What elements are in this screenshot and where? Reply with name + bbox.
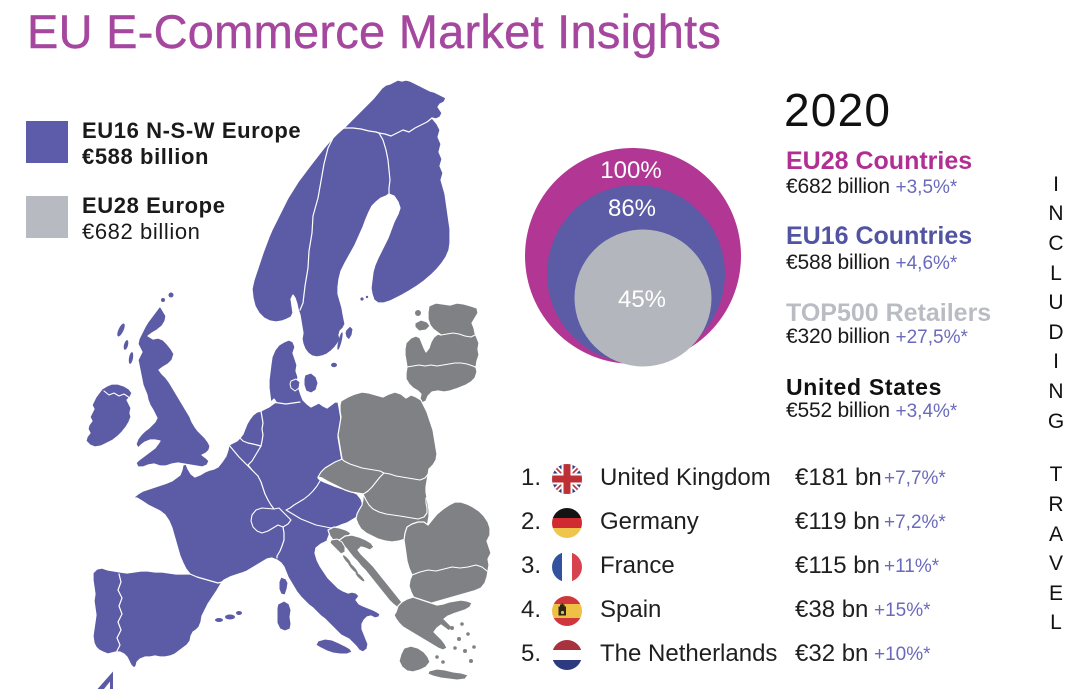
svg-text:100%: 100% [600, 157, 661, 184]
svg-text:86%: 86% [608, 195, 656, 222]
svg-text:45%: 45% [618, 286, 666, 313]
